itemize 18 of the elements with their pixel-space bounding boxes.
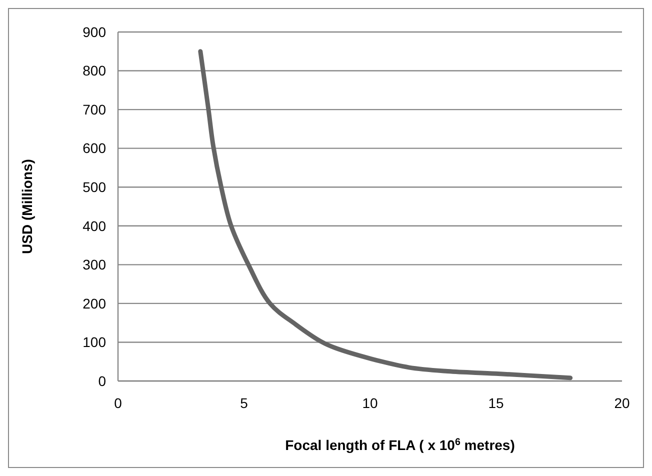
y-tick-label: 600: [82, 140, 106, 156]
x-tick-label: 15: [488, 395, 504, 411]
y-tick-label: 700: [82, 101, 106, 118]
y-tick-label: 400: [82, 218, 106, 234]
x-tick-label: 10: [362, 395, 378, 411]
y-axis-title: USD (Millions): [19, 159, 35, 254]
y-tick-label: 200: [82, 295, 106, 312]
x-tick-label: 0: [114, 395, 122, 411]
x-axis-title: Focal length of FLA ( x 10$^{6}$ metres): [285, 436, 515, 453]
y-tick-label: 500: [82, 179, 106, 196]
y-tick-label: 300: [82, 256, 106, 273]
y-tick-label: 100: [82, 334, 106, 350]
x-tick-label: 5: [240, 395, 248, 411]
y-tick-label: 800: [82, 62, 106, 79]
line-series: [198, 49, 573, 380]
x-tick-label: 20: [614, 395, 630, 411]
y-tick-label: 0: [98, 372, 106, 389]
y-tick-label: 900: [82, 24, 106, 40]
